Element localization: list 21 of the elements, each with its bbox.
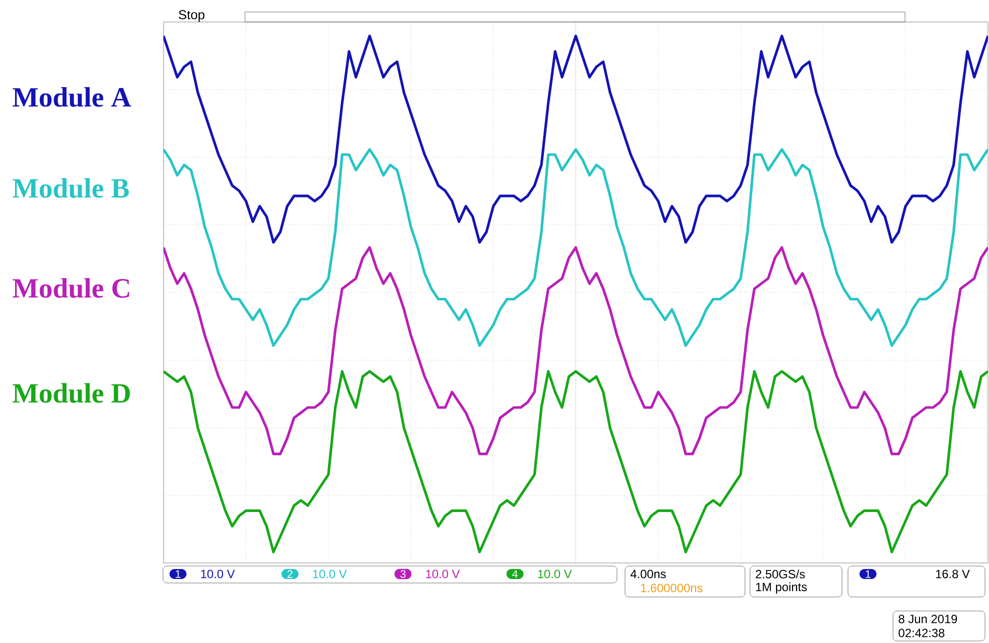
text: 16.8 V xyxy=(936,570,970,578)
series-label: Module D xyxy=(12,383,130,403)
series-label: Module A xyxy=(12,87,132,107)
text: 1 xyxy=(866,570,871,578)
series-label: Module B xyxy=(12,178,129,198)
text: 4.00ns xyxy=(630,570,666,578)
text: 4 xyxy=(512,570,518,578)
text: 10.0 V xyxy=(426,570,460,578)
text: 10.0 V xyxy=(538,570,572,578)
text: 2.50GS/s xyxy=(756,570,805,578)
text: 2 xyxy=(287,570,293,578)
text: 10.0 V xyxy=(313,570,347,578)
text: 1.600000ns xyxy=(641,584,702,592)
text: Stop xyxy=(178,10,204,22)
text: 1M points xyxy=(756,582,807,594)
text: 10.0 V xyxy=(201,570,235,578)
text: 3 xyxy=(400,570,406,578)
series-label: Module C xyxy=(12,278,130,298)
text: 1 xyxy=(176,570,181,578)
text: 8 Jun 2019 xyxy=(898,614,957,624)
text: 02:42:38 xyxy=(898,628,944,638)
